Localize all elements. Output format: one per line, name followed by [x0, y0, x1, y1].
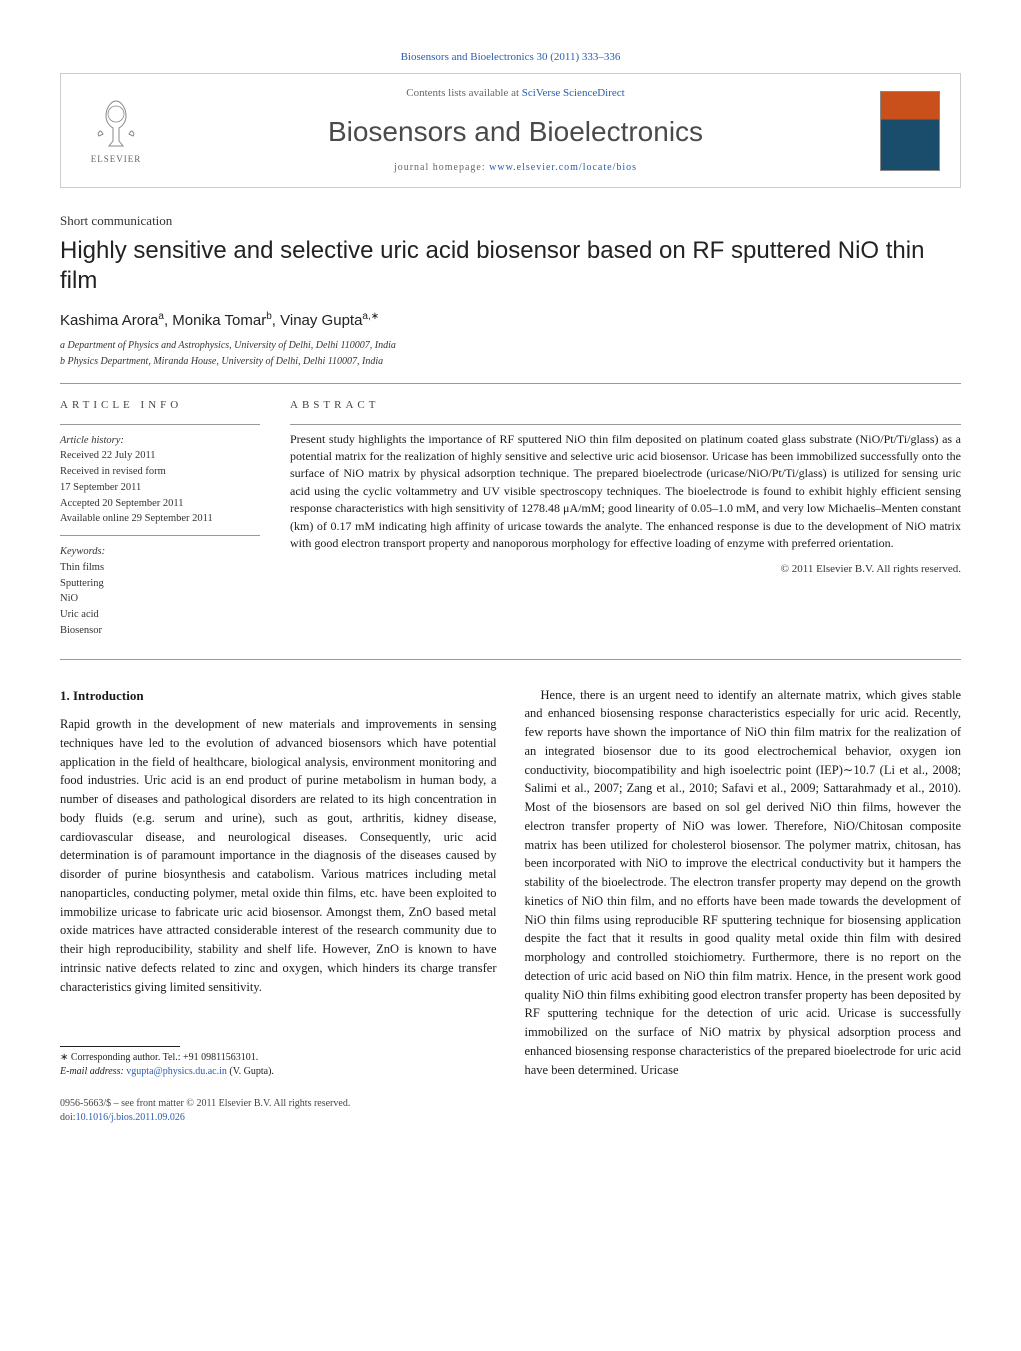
article-history: Article history: Received 22 July 2011 R…: [60, 433, 260, 528]
info-abstract-row: article info Article history: Received 2…: [60, 398, 961, 638]
footer-left: 0956-5663/$ – see front matter © 2011 El…: [60, 1097, 350, 1125]
affiliation-a: a Department of Physics and Astrophysics…: [60, 339, 961, 353]
article-title: Highly sensitive and selective uric acid…: [60, 236, 961, 296]
keywords-head: Keywords:: [60, 544, 260, 560]
separator: [60, 659, 961, 660]
doi-prefix: doi:: [60, 1112, 76, 1123]
email-suffix: (V. Gupta).: [227, 1066, 274, 1077]
journal-cover-thumbnail: [880, 91, 940, 171]
revised-line1: Received in revised form: [60, 464, 260, 480]
keyword-3: NiO: [60, 591, 260, 607]
email-label: E-mail address:: [60, 1066, 126, 1077]
header-center: Contents lists available at SciVerse Sci…: [151, 86, 880, 175]
keyword-4: Uric acid: [60, 607, 260, 623]
article-info-column: article info Article history: Received 2…: [60, 398, 260, 638]
author-1: Kashima Arora: [60, 312, 158, 329]
article-type: Short communication: [60, 212, 961, 230]
abstract-text: Present study highlights the importance …: [290, 431, 961, 553]
journal-homepage: journal homepage: www.elsevier.com/locat…: [151, 161, 880, 175]
separator: [60, 535, 260, 536]
elsevier-label: ELSEVIER: [91, 153, 142, 166]
separator: [60, 383, 961, 384]
contents-prefix: Contents lists available at: [406, 87, 521, 99]
contents-available: Contents lists available at SciVerse Sci…: [151, 86, 880, 101]
received-date: Received 22 July 2011: [60, 448, 260, 464]
footnote-separator: [60, 1046, 180, 1047]
affiliation-b: b Physics Department, Miranda House, Uni…: [60, 355, 961, 369]
journal-title: Biosensors and Bioelectronics: [151, 112, 880, 151]
doi-link[interactable]: 10.1016/j.bios.2011.09.026: [76, 1112, 185, 1123]
online-date: Available online 29 September 2011: [60, 511, 260, 527]
accepted-date: Accepted 20 September 2011: [60, 496, 260, 512]
abstract-copyright: © 2011 Elsevier B.V. All rights reserved…: [290, 562, 961, 577]
author-1-sup: a: [158, 311, 164, 322]
keyword-5: Biosensor: [60, 623, 260, 639]
article-info-label: article info: [60, 398, 260, 413]
corresponding-author-note: ∗ Corresponding author. Tel.: +91 098115…: [60, 1051, 497, 1065]
body-paragraph-1: Rapid growth in the development of new m…: [60, 715, 497, 996]
author-3-sup: a,∗: [362, 311, 379, 322]
author-2-sup: b: [266, 311, 272, 322]
email-footnote: E-mail address: vgupta@physics.du.ac.in …: [60, 1065, 497, 1079]
keyword-1: Thin films: [60, 560, 260, 576]
keywords-block: Keywords: Thin films Sputtering NiO Uric…: [60, 544, 260, 639]
body-paragraph-2: Hence, there is an urgent need to identi…: [525, 686, 962, 1080]
author-2: Monika Tomar: [172, 312, 266, 329]
history-head: Article history:: [60, 433, 260, 449]
journal-header: ELSEVIER Contents lists available at Sci…: [60, 73, 961, 188]
body-p2-text: Hence, there is an urgent need to identi…: [525, 688, 962, 1077]
body-text: 1. Introduction Rapid growth in the deve…: [60, 686, 961, 1080]
journal-reference: Biosensors and Bioelectronics 30 (2011) …: [60, 50, 961, 65]
body-p1-text: Rapid growth in the development of new m…: [60, 717, 497, 994]
separator: [60, 424, 260, 425]
journal-ref-link[interactable]: Biosensors and Bioelectronics 30 (2011) …: [401, 51, 621, 63]
elsevier-logo: ELSEVIER: [81, 91, 151, 171]
sciencedirect-link[interactable]: SciVerse ScienceDirect: [522, 87, 625, 99]
keyword-2: Sputtering: [60, 576, 260, 592]
revised-line2: 17 September 2011: [60, 480, 260, 496]
authors: Kashima Aroraa, Monika Tomarb, Vinay Gup…: [60, 310, 961, 331]
elsevier-tree-icon: [91, 96, 141, 151]
homepage-prefix: journal homepage:: [394, 162, 489, 173]
author-3: Vinay Gupta: [280, 312, 362, 329]
page-footer: 0956-5663/$ – see front matter © 2011 El…: [60, 1097, 961, 1125]
abstract-label: abstract: [290, 398, 961, 413]
email-link[interactable]: vgupta@physics.du.ac.in: [126, 1066, 227, 1077]
homepage-link[interactable]: www.elsevier.com/locate/bios: [489, 162, 637, 173]
abstract-column: abstract Present study highlights the im…: [290, 398, 961, 638]
separator: [290, 424, 961, 425]
footer-doi: doi:10.1016/j.bios.2011.09.026: [60, 1111, 350, 1125]
section-heading-1: 1. Introduction: [60, 686, 497, 706]
footer-copyright: 0956-5663/$ – see front matter © 2011 El…: [60, 1097, 350, 1111]
